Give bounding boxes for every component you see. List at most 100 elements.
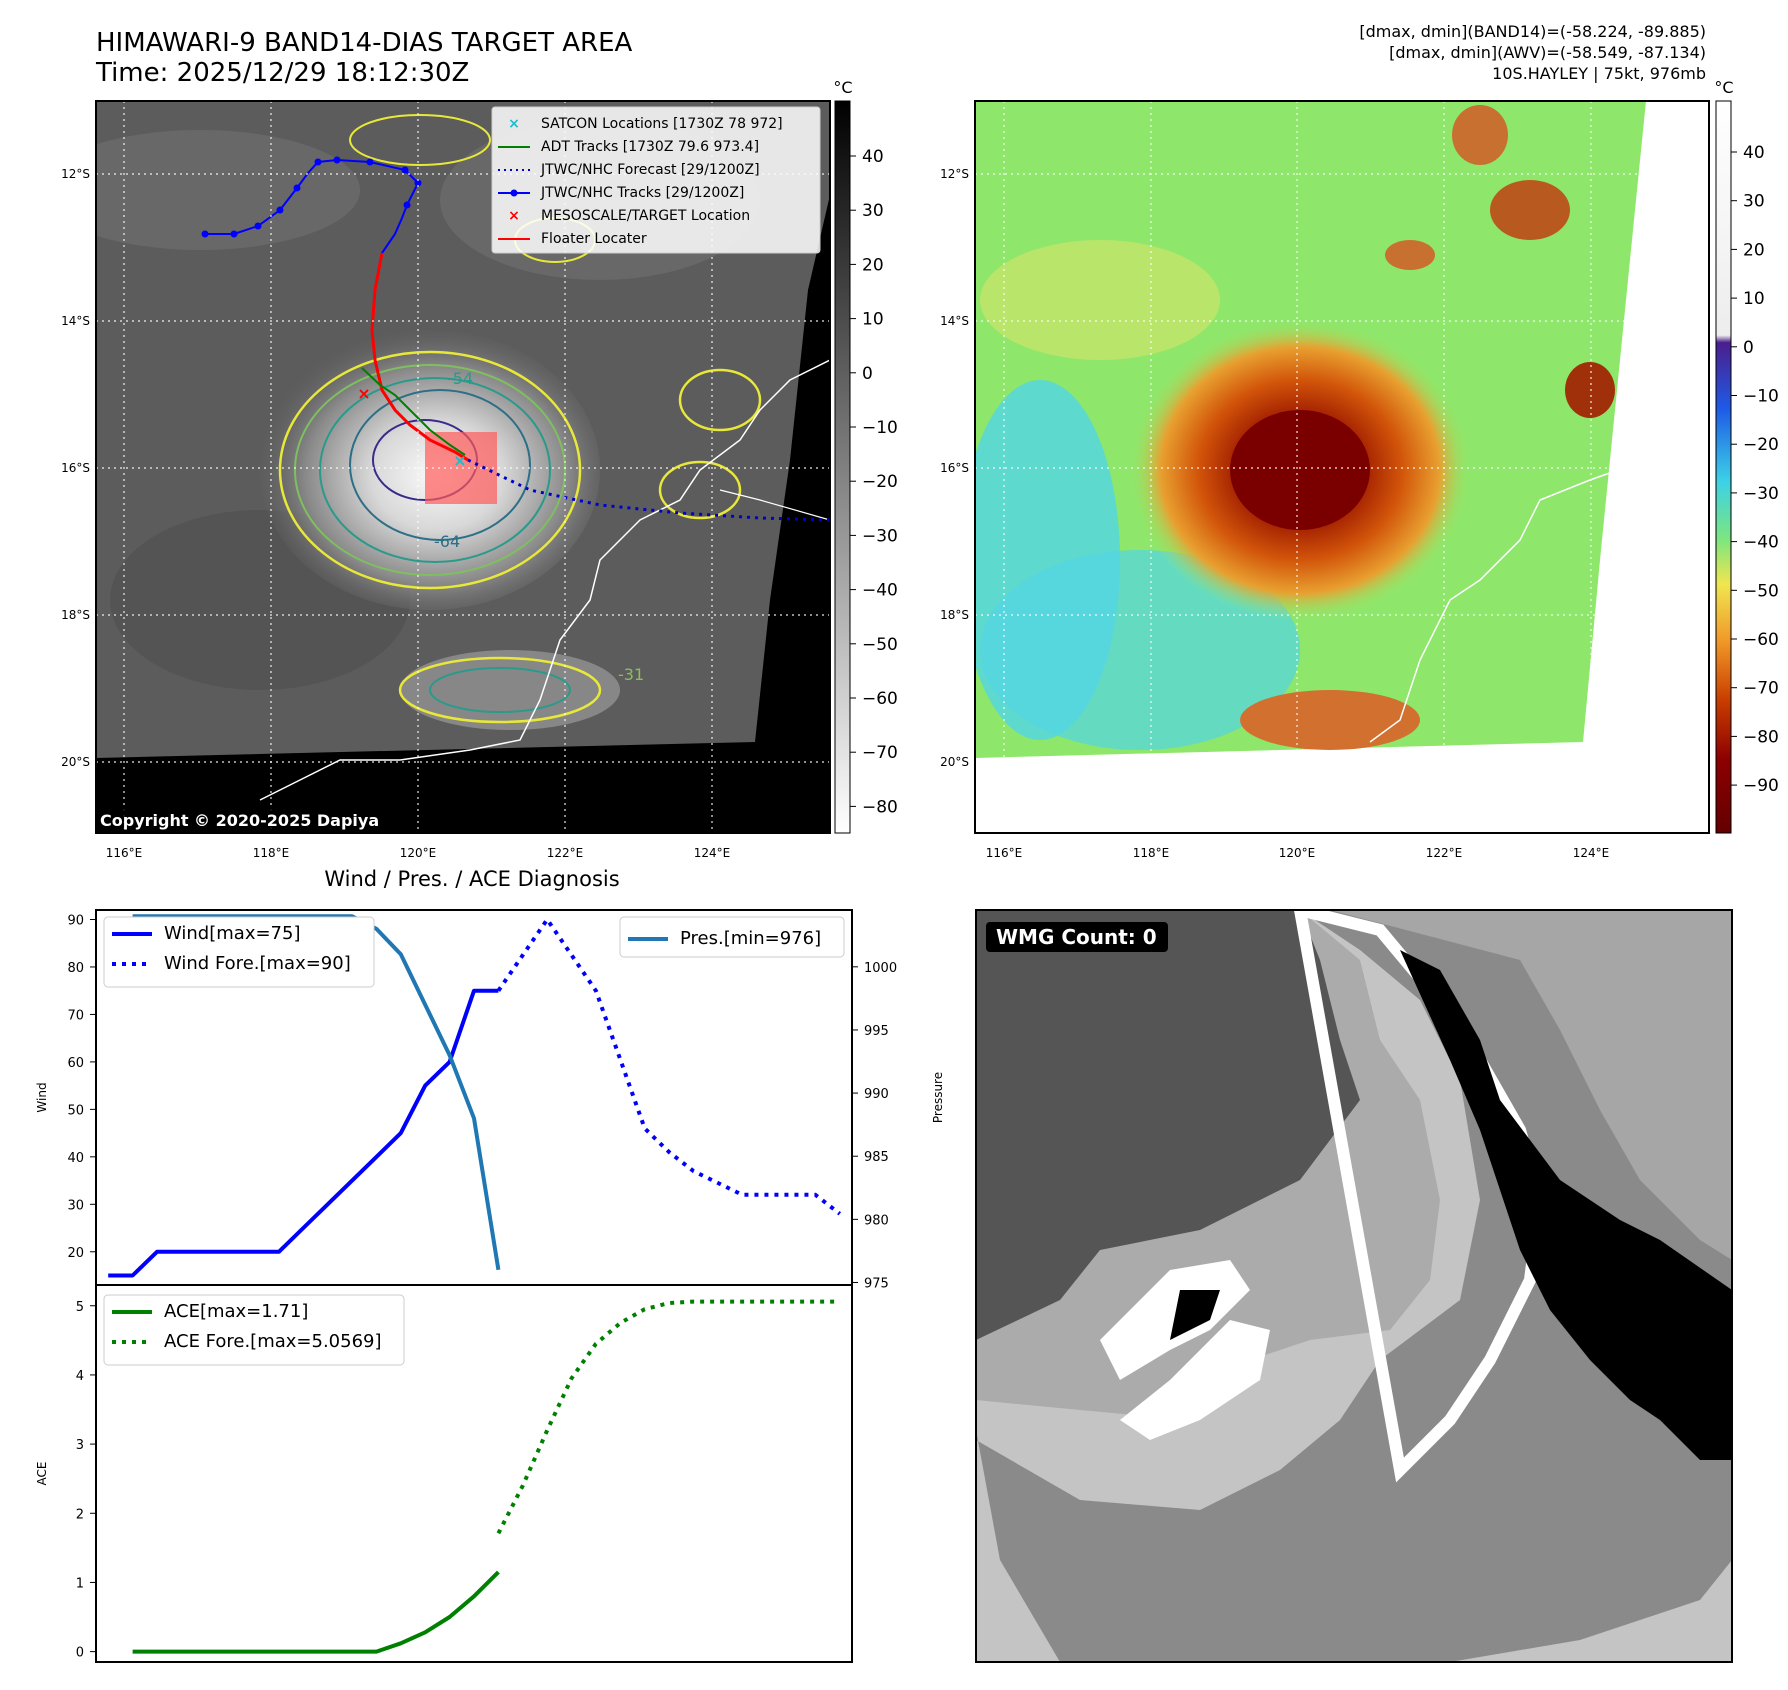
gray-colorbar-tick-label: 10 (862, 310, 884, 330)
legend-jtwc-forecast: JTWC/NHC Forecast [29/1200Z] (540, 162, 760, 178)
lat-tick-label: 12°S (940, 167, 969, 181)
y-right-tick-label: 990 (864, 1087, 889, 1102)
gray-colorbar-tick-label: 20 (862, 255, 884, 275)
lon-tick-label: 118°E (1133, 846, 1170, 860)
y-tick-label: 80 (67, 961, 84, 976)
storm-info: 10S.HAYLEY | 75kt, 976mb (1492, 64, 1706, 83)
gray-colorbar-unit: °C (833, 78, 852, 97)
adt-track (361, 367, 466, 456)
color-colorbar-tick-label: −80 (1743, 727, 1779, 747)
gray-colorbar-tick-label: −50 (862, 635, 898, 655)
legend-satcon: SATCON Locations [1730Z 78 972] (541, 116, 783, 132)
y-tick-label: 60 (67, 1056, 84, 1071)
legend-mesoscale: MESOSCALE/TARGET Location (541, 208, 750, 224)
color-colorbar-tick-label: −70 (1743, 679, 1779, 699)
ir-color-map (975, 101, 1709, 833)
gray-colorbar (834, 100, 851, 834)
y-tick-label: 0 (76, 1646, 84, 1661)
gray-colorbar-tick-label: −10 (862, 418, 898, 438)
y-tick-label: 2 (76, 1507, 84, 1522)
lat-tick-label: 16°S (61, 461, 90, 475)
gray-colorbar-tick-label: −60 (862, 689, 898, 709)
legend-entry: Wind[max=75] (164, 923, 301, 944)
svg-text:×: × (508, 208, 520, 224)
lon-tick-label: 124°E (694, 846, 731, 860)
y-tick-label: 40 (67, 1151, 84, 1166)
figure-time: Time: 2025/12/29 18:12:30Z (96, 58, 470, 88)
lon-tick-label: 122°E (547, 846, 584, 860)
plot-frame (95, 1284, 853, 1663)
gray-colorbar-tick-label: 30 (862, 201, 884, 221)
y-right-tick-label: 995 (864, 1024, 889, 1039)
y-right-tick-label: 975 (864, 1276, 889, 1291)
chart-legend-right (619, 916, 845, 958)
lon-tick-label: 118°E (253, 846, 290, 860)
chart-legend (103, 916, 375, 988)
wmg-count: WMG Count: 0 (996, 925, 1157, 949)
y-tick-label: 70 (67, 1008, 84, 1023)
y-tick-label: 5 (76, 1300, 84, 1315)
legend-adt: ADT Tracks [1730Z 79.6 973.4] (541, 139, 759, 155)
series-line-0 (108, 988, 499, 1278)
lon-tick-label: 124°E (1573, 846, 1610, 860)
color-colorbar-tick-label: 30 (1743, 192, 1765, 212)
lat-tick-label: 12°S (61, 167, 90, 181)
gray-colorbar-tick-label: −20 (862, 472, 898, 492)
lon-tick-label: 116°E (106, 846, 143, 860)
series-line-1 (496, 917, 842, 1216)
color-colorbar-tick-label: −30 (1743, 484, 1779, 504)
legend-entry: Pres.[min=976] (680, 928, 821, 949)
jtwc-forecast (467, 458, 830, 522)
color-colorbar-tick-label: −50 (1743, 581, 1779, 601)
color-colorbar-tick-label: −90 (1743, 776, 1779, 796)
mesoscale-marker: × (357, 384, 370, 403)
y-tick-label: 90 (67, 913, 84, 928)
contour-label-31: -31 (618, 665, 644, 684)
lat-tick-label: 18°S (940, 608, 969, 622)
lon-tick-label: 120°E (400, 846, 437, 860)
wmg-panel (975, 901, 1733, 1663)
color-colorbar-tick-label: −40 (1743, 533, 1779, 553)
lat-tick-label: 14°S (940, 314, 969, 328)
lat-tick-label: 14°S (61, 314, 90, 328)
lat-tick-label: 20°S (61, 755, 90, 769)
legend-entry: ACE[max=1.71] (164, 1301, 308, 1322)
map-legend: × × SATCON Locations [1730Z 78 972] ADT … (491, 106, 821, 254)
lat-tick-label: 16°S (940, 461, 969, 475)
stats-band14: [dmax, dmin](BAND14)=(-58.224, -89.885) (1359, 22, 1706, 41)
color-colorbar-tick-label: −60 (1743, 630, 1779, 650)
y-tick-label: 4 (76, 1369, 84, 1384)
y-tick-label: 20 (67, 1246, 84, 1261)
contour-label-54: -54 (447, 369, 473, 388)
y-axis-label: ACE (35, 1462, 49, 1486)
color-colorbar-tick-label: 0 (1743, 338, 1754, 358)
y-right-axis-label: Pressure (931, 1072, 945, 1123)
legend-entry: ACE Fore.[max=5.0569] (164, 1331, 382, 1352)
gray-colorbar-tick-label: −40 (862, 581, 898, 601)
chart-legend (103, 1294, 405, 1366)
svg-text:×: × (508, 116, 520, 132)
series-line-1 (496, 1299, 840, 1535)
figure-title: HIMAWARI-9 BAND14-DIAS TARGET AREA (96, 28, 633, 58)
series-line-0 (132, 1570, 500, 1654)
gray-colorbar-tick-label: −30 (862, 526, 898, 546)
y-right-tick-label: 985 (864, 1150, 889, 1165)
stats-awv: [dmax, dmin](AWV)=(-58.549, -87.134) (1389, 43, 1706, 62)
y-tick-label: 3 (76, 1438, 84, 1453)
color-colorbar-tick-label: 40 (1743, 143, 1765, 163)
gray-colorbar-tick-label: 0 (862, 364, 873, 384)
lon-tick-label: 122°E (1426, 846, 1463, 860)
gray-colorbar-tick-label: −80 (862, 797, 898, 817)
copyright-notice: Copyright © 2020-2025 Dapiya (100, 811, 379, 830)
y-right-tick-label: 1000 (864, 961, 897, 976)
lon-tick-label: 120°E (1279, 846, 1316, 860)
floater-track (370, 252, 469, 462)
gray-colorbar-tick-label: −70 (862, 743, 898, 763)
legend-entry: Wind Fore.[max=90] (164, 953, 351, 974)
diagnosis-title: Wind / Pres. / ACE Diagnosis (324, 867, 619, 891)
color-colorbar-unit: °C (1714, 78, 1733, 97)
lat-tick-label: 20°S (940, 755, 969, 769)
y-tick-label: 1 (76, 1576, 84, 1591)
y-axis-label: Wind (35, 1082, 49, 1112)
